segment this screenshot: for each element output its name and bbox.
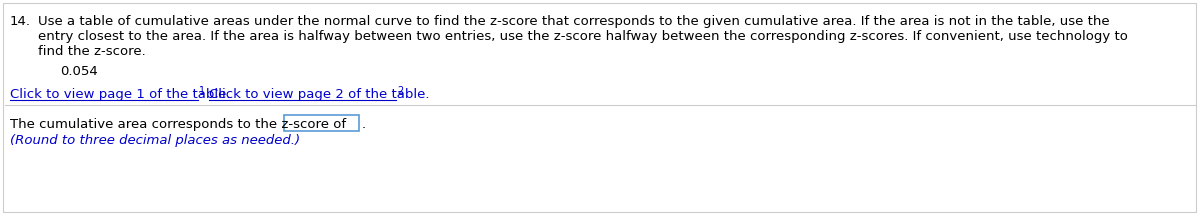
Text: entry closest to the area. If the area is halfway between two entries, use the z: entry closest to the area. If the area i… <box>38 30 1128 43</box>
Text: 1: 1 <box>199 86 205 96</box>
Text: find the z-score.: find the z-score. <box>38 45 145 58</box>
Text: (Round to three decimal places as needed.): (Round to three decimal places as needed… <box>10 134 300 147</box>
Text: 0.054: 0.054 <box>60 65 97 78</box>
Text: Click to view page 2 of the table.: Click to view page 2 of the table. <box>209 88 430 101</box>
Text: 14.: 14. <box>10 15 31 28</box>
FancyBboxPatch shape <box>284 115 360 131</box>
Text: Click to view page 1 of the table.: Click to view page 1 of the table. <box>10 88 230 101</box>
Text: .: . <box>361 118 366 131</box>
Text: Use a table of cumulative areas under the normal curve to find the z-score that : Use a table of cumulative areas under th… <box>38 15 1110 28</box>
Text: The cumulative area corresponds to the z-score of: The cumulative area corresponds to the z… <box>10 118 346 131</box>
Text: 2: 2 <box>397 86 403 96</box>
